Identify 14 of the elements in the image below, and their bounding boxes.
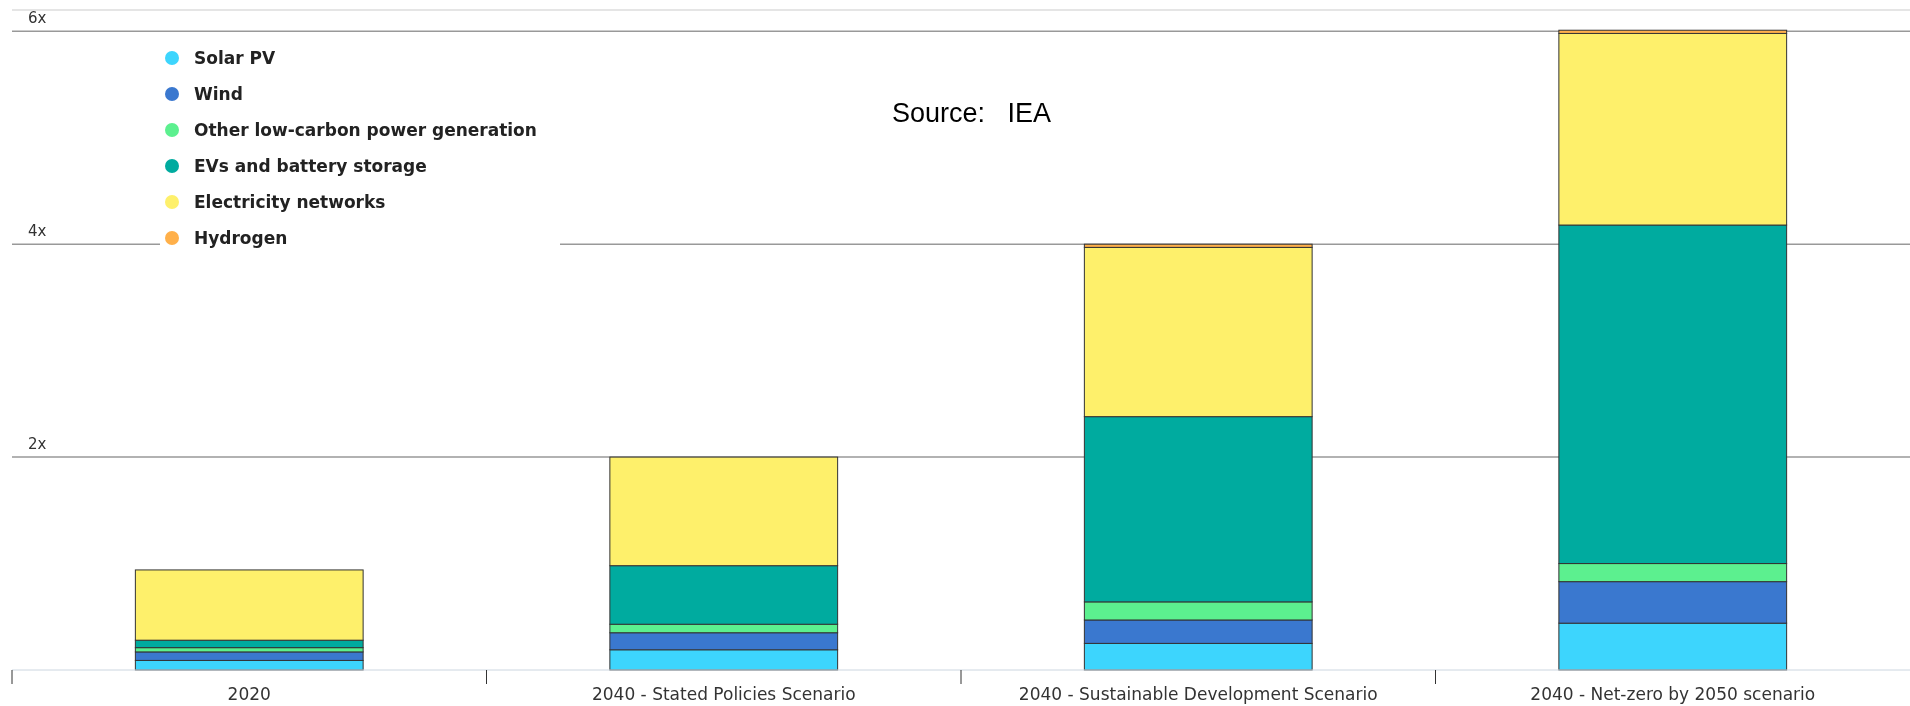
x-tick-label: 2020 — [227, 684, 271, 704]
legend-label: Electricity networks — [194, 192, 386, 212]
y-tick-label: 6x — [28, 9, 47, 28]
y-tick-label: 2x — [28, 435, 47, 454]
legend-label: Solar PV — [194, 48, 276, 68]
legend-label: Other low-carbon power generation — [194, 120, 537, 140]
legend-label: EVs and battery storage — [194, 156, 427, 176]
annotation: Source: IEA — [892, 98, 1052, 128]
x-tick-label: 2040 - Sustainable Development Scenario — [1018, 684, 1378, 704]
y-tick-label: 4x — [28, 222, 47, 241]
x-tick-label: 2040 - Stated Policies Scenario — [591, 684, 856, 704]
x-tick-label: 2040 - Net-zero by 2050 scenario — [1530, 684, 1816, 704]
legend-label: Hydrogen — [194, 228, 288, 248]
legend-label: Wind — [194, 84, 243, 104]
